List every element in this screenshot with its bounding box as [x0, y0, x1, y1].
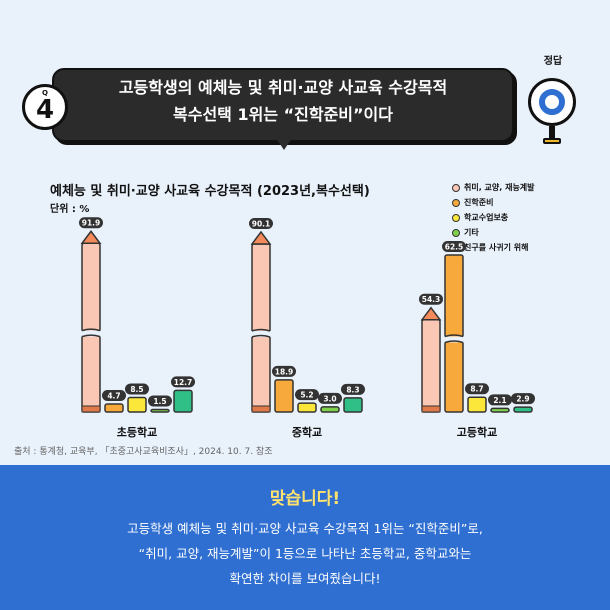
axis-break-line: [444, 334, 464, 338]
data-label: 54.3: [422, 295, 441, 304]
data-label-pill: [249, 217, 273, 229]
answer-title: 맞습니다!: [269, 489, 341, 509]
bar-chart: 91.9 4.7 8.5 1.5 12.7 초등학교 90.1 18.9 5.2 3.0 8.3 중학…: [79, 217, 535, 439]
legend-item: 기타: [452, 225, 535, 240]
answer-panel: [0, 465, 610, 610]
data-label-pill: [341, 383, 365, 395]
bar: [81, 242, 101, 413]
legend-label: 취미, 교양, 재능계발: [464, 183, 535, 192]
question-line-1: 고등학생의 예체능 및 취미·교양 사교육 수강목적: [118, 78, 448, 97]
data-label-pill: [148, 395, 172, 407]
data-label: 8.7: [470, 385, 483, 394]
bar-end-cap: [251, 405, 271, 413]
data-label: 8.3: [346, 385, 359, 394]
legend-swatch: [452, 198, 460, 207]
legend-label: 진학준비: [464, 198, 494, 207]
bar: [490, 407, 510, 413]
bar: [444, 254, 464, 413]
data-label-pill: [125, 383, 149, 395]
axis-break-gap: [443, 336, 465, 343]
bar: [127, 396, 147, 413]
question-bubble: [52, 68, 514, 142]
axis-break-line: [444, 340, 464, 344]
bar: [173, 389, 193, 413]
data-label-pill: [419, 293, 443, 305]
legend-swatch: [452, 228, 460, 237]
axis-break-gap: [80, 330, 102, 337]
legend-item: 취미, 교양, 재능계발: [452, 180, 535, 195]
data-label-pill: [272, 365, 296, 377]
data-label: 1.5: [153, 397, 166, 406]
bar-pencil-tip: [250, 230, 272, 245]
category-label: 중학교: [292, 425, 322, 439]
question-line-2: 복수선택 1위는 “진학준비”이다: [173, 105, 393, 124]
question-badge-number: 4: [35, 95, 55, 125]
data-label: 8.5: [130, 385, 143, 394]
data-label: 4.7: [107, 392, 120, 401]
answer-line-2: “취미, 교양, 재능계발”이 1등으로 나타난 초등학교, 중학교와는: [138, 546, 472, 561]
answer-line-1: 고등학생 예체능 및 취미·교양 사교육 수강목적 1위는 “진학준비”로,: [127, 521, 483, 536]
legend-item: 진학준비: [452, 195, 535, 210]
data-label: 90.1: [252, 219, 271, 228]
answer-o-icon: [528, 78, 576, 126]
answer-sign-label: 정답: [543, 56, 563, 67]
answer-sign-base: [543, 138, 561, 144]
data-label-pill: [442, 241, 466, 252]
bar: [467, 396, 487, 413]
data-label-pill: [102, 390, 126, 402]
question-badge-q: Q: [42, 89, 48, 97]
data-label-pill: [79, 217, 103, 229]
data-label: 5.2: [300, 391, 313, 400]
answer-line-3: 확연한 차이를 보여줬습니다!: [229, 571, 381, 586]
category-label: 초등학교: [117, 425, 157, 439]
bar: [297, 402, 317, 413]
axis-break-gap: [250, 330, 272, 337]
axis-break-line: [81, 328, 101, 332]
data-label: 2.9: [516, 395, 529, 404]
category-label: 고등학교: [457, 425, 497, 439]
axis-break-line: [251, 334, 271, 338]
source-note: 출처 : 통계청, 교육부, 「초중고사교육비조사」, 2024. 10. 7.…: [14, 447, 273, 457]
data-label-pill: [488, 394, 512, 406]
data-label-pill: [511, 393, 535, 405]
bar: [421, 318, 441, 413]
chart-unit: 단위 : %: [50, 204, 90, 215]
data-label: 18.9: [275, 367, 294, 376]
bar: [320, 406, 340, 413]
question-text: 고등학생의 예체능 및 취미·교양 사교육 수강목적 복수선택 1위는 “진학준…: [52, 74, 514, 128]
data-label: 12.7: [174, 378, 193, 387]
axis-break-line: [251, 328, 271, 332]
data-label: 91.9: [82, 219, 101, 228]
bar: [251, 243, 271, 413]
bar: [150, 408, 170, 413]
legend-label: 학교수업보충: [464, 213, 509, 222]
question-number-badge: Q 4: [22, 84, 68, 130]
bar: [274, 379, 294, 413]
data-label-pill: [318, 392, 342, 404]
answer-sign-stick: [549, 126, 555, 140]
chart-title: 예체능 및 취미·교양 사교육 수강목적 (2023년,복수선택): [50, 184, 370, 199]
data-label: 2.1: [493, 396, 506, 405]
bar: [104, 403, 124, 413]
data-label-pill: [295, 389, 319, 401]
answer-body: 고등학생 예체능 및 취미·교양 사교육 수강목적 1위는 “진학준비”로, “…: [0, 516, 610, 591]
bar-end-cap: [81, 405, 101, 413]
bar: [513, 406, 533, 413]
legend-label: 친구를 사귀기 위해: [464, 243, 529, 252]
bar-pencil-tip: [80, 229, 102, 244]
axis-break-line: [81, 334, 101, 338]
data-label-pill: [171, 376, 195, 388]
data-label-pill: [465, 383, 489, 395]
bubble-tail: [276, 138, 292, 150]
data-label: 62.5: [445, 243, 464, 252]
legend-swatch: [452, 183, 460, 192]
legend-label: 기타: [464, 228, 479, 237]
legend-swatch: [452, 213, 460, 222]
legend-item: 학교수업보충: [452, 210, 535, 225]
bar-end-cap: [421, 405, 441, 413]
data-label: 3.0: [323, 394, 336, 403]
bar: [343, 397, 363, 413]
bar-pencil-tip: [420, 306, 442, 321]
